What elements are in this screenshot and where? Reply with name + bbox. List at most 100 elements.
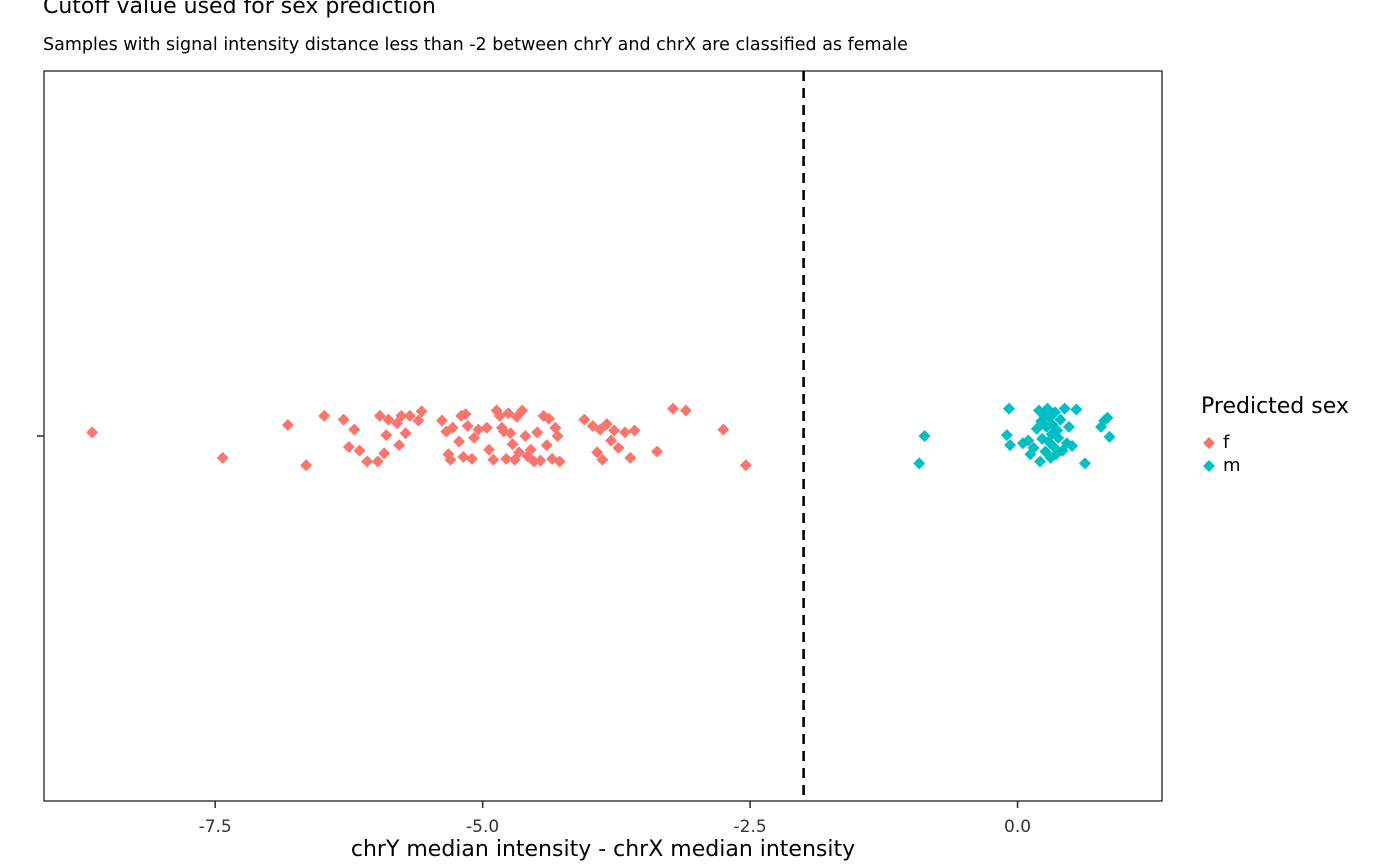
data-point-f: [412, 414, 425, 427]
data-point-f: [415, 405, 428, 418]
legend-key-m-diamond-icon: [1203, 460, 1215, 472]
data-point-f: [399, 427, 412, 440]
data-points: [86, 402, 1116, 472]
data-point-m: [1003, 402, 1016, 415]
data-point-m: [1103, 430, 1116, 443]
data-point-f: [524, 443, 537, 456]
data-point-f: [531, 426, 544, 439]
x-axis-label: chrY median intensity - chrX median inte…: [350, 837, 856, 862]
data-point-f: [403, 409, 416, 422]
data-point-f: [378, 447, 391, 460]
x-tick-label: -2.5: [734, 817, 767, 837]
data-point-f: [516, 404, 529, 417]
legend-label-f: f: [1223, 432, 1230, 453]
data-point-f: [483, 443, 496, 456]
data-point-m: [1058, 402, 1071, 415]
data-point-f: [86, 426, 99, 439]
legend: Predicted sex f m: [1201, 394, 1349, 476]
data-point-f: [457, 450, 470, 463]
data-point-f: [628, 424, 641, 437]
data-point-f: [500, 452, 513, 465]
data-point-f: [542, 412, 555, 425]
data-point-m: [1062, 420, 1075, 433]
data-point-f: [513, 446, 526, 459]
data-point-f: [504, 427, 517, 440]
chart-title: Cutoff value used for sex prediction: [43, 0, 436, 19]
data-point-f: [608, 424, 621, 437]
data-point-f: [393, 439, 406, 452]
data-point-f: [679, 404, 692, 417]
data-point-f: [506, 438, 519, 451]
data-point-m: [1034, 455, 1047, 468]
data-point-f: [600, 418, 613, 431]
data-point-f: [651, 445, 664, 458]
data-point-f: [605, 434, 618, 447]
x-tick-label: 0.0: [1004, 817, 1031, 837]
data-point-f: [480, 421, 493, 434]
legend-label-m: m: [1223, 455, 1241, 476]
data-point-f: [444, 453, 457, 466]
data-point-f: [348, 423, 361, 436]
data-point-f: [624, 451, 637, 464]
data-point-f: [353, 444, 366, 457]
data-point-f: [361, 455, 374, 468]
data-point-m: [1051, 424, 1064, 437]
legend-key-f-diamond-icon: [1203, 437, 1215, 449]
data-point-f: [382, 413, 395, 426]
data-point-m: [913, 457, 926, 470]
x-axis-ticks: -7.5 -5.0 -2.5 0.0: [199, 801, 1031, 837]
data-point-m: [1049, 406, 1062, 419]
data-point-f: [459, 408, 472, 421]
data-point-m: [1070, 403, 1083, 416]
data-point-f: [596, 453, 609, 466]
data-point-m: [1027, 441, 1040, 454]
data-point-f: [318, 409, 331, 422]
data-point-f: [534, 454, 547, 467]
legend-item-m: m: [1201, 455, 1321, 477]
data-point-m: [1000, 429, 1013, 442]
data-point-f: [540, 439, 553, 452]
data-point-f: [461, 419, 474, 432]
data-point-f: [371, 455, 384, 468]
chart-subtitle: Samples with signal intensity distance l…: [43, 35, 908, 55]
data-point-f: [465, 452, 478, 465]
data-point-f: [739, 459, 752, 472]
data-point-f: [717, 423, 730, 436]
data-point-f: [468, 431, 481, 444]
plot-panel-border: [43, 70, 1163, 802]
data-point-f: [281, 419, 294, 432]
data-point-f: [453, 435, 466, 448]
data-point-f: [612, 441, 625, 454]
data-point-m: [1101, 411, 1114, 424]
x-tick-label: -5.0: [466, 817, 499, 837]
data-point-m: [1066, 440, 1079, 453]
legend-title: Predicted sex: [1201, 394, 1349, 419]
data-point-f: [380, 429, 393, 442]
x-tick-label: -7.5: [199, 817, 232, 837]
data-point-f: [502, 407, 515, 420]
data-point-m: [1054, 413, 1067, 426]
data-point-f: [591, 446, 604, 459]
data-point-f: [300, 459, 313, 472]
data-point-f: [667, 402, 680, 415]
data-point-f: [472, 423, 485, 436]
data-point-f: [618, 426, 631, 439]
data-point-f: [551, 430, 564, 442]
data-point-f: [435, 414, 448, 427]
data-point-f: [549, 421, 562, 434]
data-point-f: [553, 455, 566, 468]
legend-item-f: f: [1201, 432, 1321, 454]
data-point-m: [1004, 439, 1017, 452]
data-point-f: [519, 430, 532, 442]
data-point-f: [337, 413, 350, 426]
data-point-f: [487, 453, 500, 466]
data-point-m: [918, 430, 931, 442]
data-point-m: [1016, 437, 1029, 450]
data-point-m: [1052, 431, 1065, 444]
data-point-f: [395, 409, 408, 422]
data-point-f: [446, 421, 459, 434]
data-point-f: [578, 413, 591, 426]
data-point-f: [373, 409, 386, 422]
data-point-f: [342, 440, 355, 453]
